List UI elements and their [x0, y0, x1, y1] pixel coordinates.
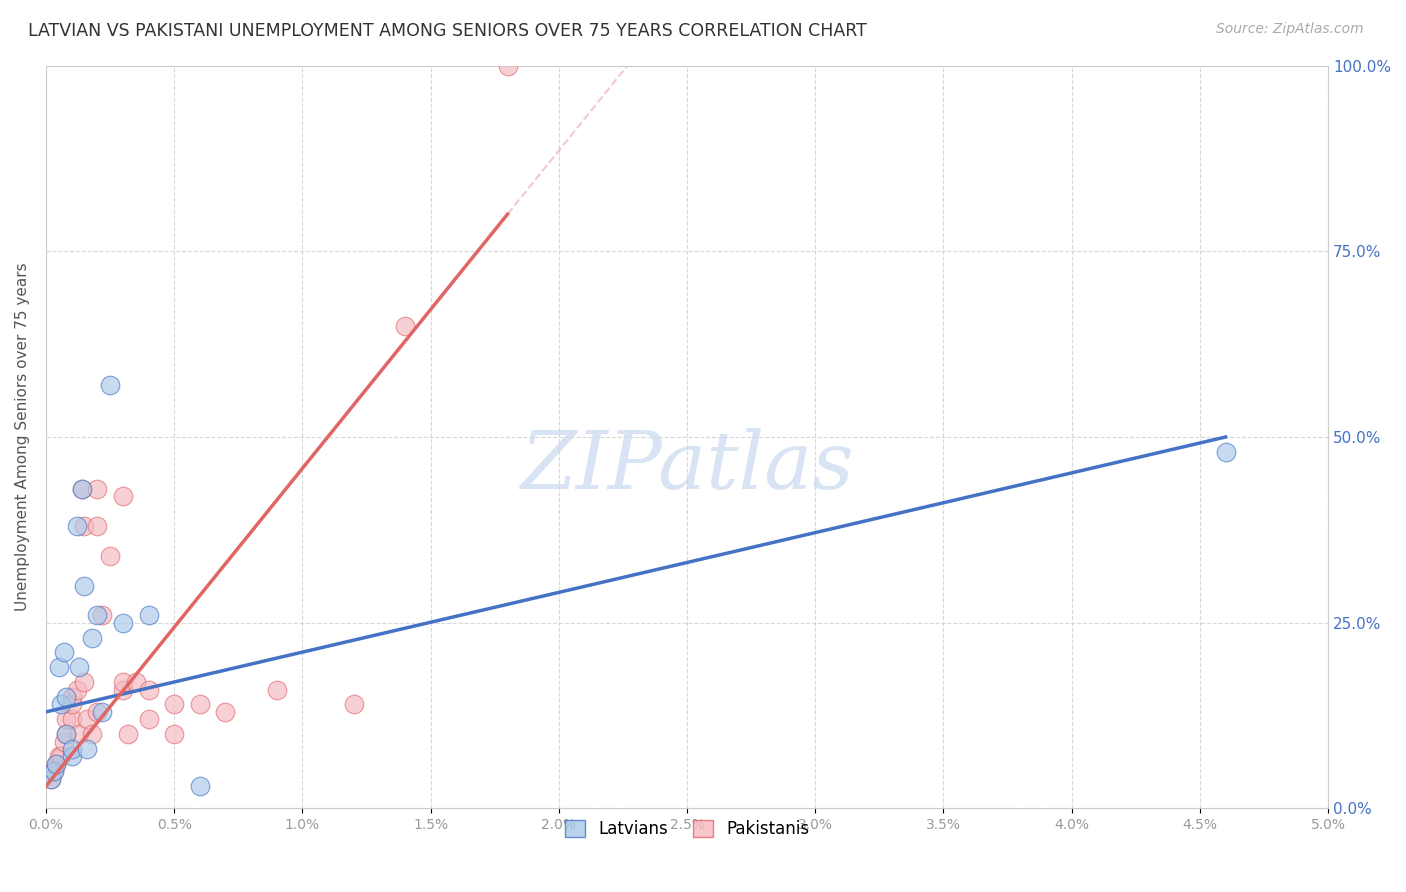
- Point: [111, 615, 134, 630]
- Point: [86, 482, 108, 496]
- Point: [70, 482, 93, 496]
- Text: LATVIAN VS PAKISTANI UNEMPLOYMENT AMONG SENIORS OVER 75 YEARS CORRELATION CHART: LATVIAN VS PAKISTANI UNEMPLOYMENT AMONG …: [28, 22, 868, 40]
- Point: [111, 490, 134, 504]
- Point: [66, 519, 89, 533]
- Point: [55, 727, 77, 741]
- Point: [48, 749, 70, 764]
- Point: [138, 608, 160, 623]
- Point: [73, 675, 96, 690]
- Point: [86, 608, 108, 623]
- Point: [55, 727, 77, 741]
- Point: [188, 698, 211, 712]
- Point: [52, 645, 75, 659]
- Point: [39, 772, 62, 786]
- Point: [343, 698, 366, 712]
- Point: [214, 705, 236, 719]
- Point: [117, 727, 139, 741]
- Point: [91, 608, 114, 623]
- Text: Source: ZipAtlas.com: Source: ZipAtlas.com: [1216, 22, 1364, 37]
- Point: [111, 682, 134, 697]
- Point: [66, 682, 89, 697]
- Point: [39, 772, 62, 786]
- Point: [98, 378, 121, 392]
- Point: [67, 660, 90, 674]
- Point: [42, 764, 65, 779]
- Point: [48, 660, 70, 674]
- Point: [86, 519, 108, 533]
- Point: [60, 698, 83, 712]
- Point: [60, 749, 83, 764]
- Point: [1215, 445, 1237, 459]
- Point: [138, 712, 160, 726]
- Point: [67, 727, 90, 741]
- Y-axis label: Unemployment Among Seniors over 75 years: Unemployment Among Seniors over 75 years: [15, 263, 30, 611]
- Point: [76, 742, 98, 756]
- Point: [91, 705, 114, 719]
- Point: [60, 712, 83, 726]
- Legend: Latvians, Pakistanis: Latvians, Pakistanis: [558, 814, 815, 845]
- Point: [111, 675, 134, 690]
- Point: [60, 690, 83, 704]
- Point: [163, 698, 186, 712]
- Point: [125, 675, 148, 690]
- Point: [45, 756, 67, 771]
- Point: [86, 705, 108, 719]
- Point: [163, 727, 186, 741]
- Point: [188, 779, 211, 793]
- Point: [45, 756, 67, 771]
- Point: [52, 734, 75, 748]
- Point: [51, 749, 73, 764]
- Point: [76, 712, 98, 726]
- Point: [73, 519, 96, 533]
- Point: [496, 59, 519, 73]
- Point: [98, 549, 121, 563]
- Point: [70, 482, 93, 496]
- Point: [55, 712, 77, 726]
- Text: ZIPatlas: ZIPatlas: [520, 428, 853, 506]
- Point: [266, 682, 288, 697]
- Point: [60, 742, 83, 756]
- Point: [138, 682, 160, 697]
- Point: [82, 631, 104, 645]
- Point: [55, 690, 77, 704]
- Point: [51, 698, 73, 712]
- Point: [394, 318, 416, 333]
- Point: [82, 727, 104, 741]
- Point: [42, 764, 65, 779]
- Point: [73, 578, 96, 592]
